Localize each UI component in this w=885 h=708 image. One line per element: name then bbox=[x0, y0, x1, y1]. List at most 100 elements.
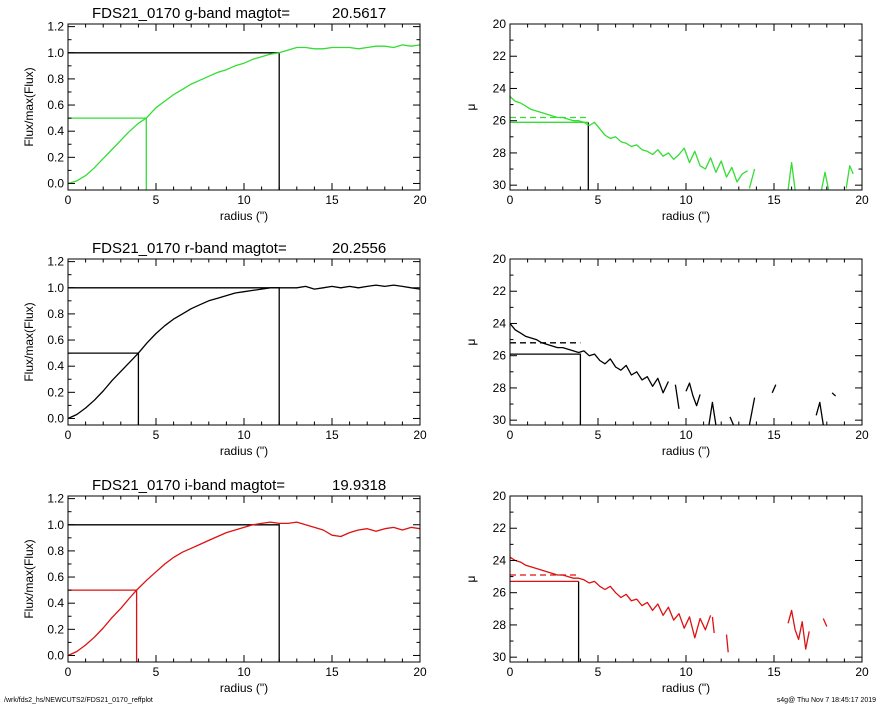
y-tick-label: 22 bbox=[493, 284, 507, 298]
x-tick-label: 0 bbox=[65, 193, 72, 207]
series-line bbox=[68, 44, 420, 185]
y-tick-label: 30 bbox=[493, 650, 507, 664]
y-tick-label: 30 bbox=[493, 413, 507, 427]
y-tick-label: 0.4 bbox=[47, 596, 64, 610]
y-tick-label: 1.2 bbox=[47, 255, 64, 269]
panel-surface-brightness-i: 0 5 10 15 20 20 22 24 26 28 30 radius (") μ bbox=[464, 489, 869, 695]
y-tick-label: 0.6 bbox=[47, 570, 64, 584]
panel-surface-brightness-g: 0 5 10 15 20 20 22 24 26 28 30 radius (") μ bbox=[464, 17, 869, 223]
y-tick-label: 26 bbox=[493, 349, 507, 363]
y-axis-label: μ bbox=[464, 338, 478, 345]
x-tick-label: 0 bbox=[65, 665, 72, 679]
y-tick-label: 1.2 bbox=[47, 20, 64, 34]
x-tick-label: 20 bbox=[413, 193, 427, 207]
y-tick-label: 24 bbox=[493, 553, 507, 567]
x-tick-label: 5 bbox=[595, 428, 602, 442]
y-tick-label: 30 bbox=[493, 178, 507, 192]
x-tick-label: 15 bbox=[767, 193, 781, 207]
reference-line bbox=[510, 353, 582, 425]
y-tick-label: 0.4 bbox=[47, 359, 64, 373]
y-tick-label: 22 bbox=[493, 521, 507, 535]
x-tick-label: 10 bbox=[237, 665, 251, 679]
x-tick-label: 5 bbox=[595, 665, 602, 679]
y-axis-label: Flux/max(Flux) bbox=[22, 302, 36, 381]
series-line bbox=[68, 284, 420, 420]
x-tick-label: 10 bbox=[237, 193, 251, 207]
chart-title: FDS21_0170 i-band magtot= bbox=[92, 477, 285, 494]
series-line bbox=[831, 392, 837, 397]
series-line bbox=[711, 616, 715, 634]
x-axis-label: radius (") bbox=[662, 444, 710, 458]
x-tick-label: 20 bbox=[855, 428, 869, 442]
magtot-value: 20.5617 bbox=[332, 5, 386, 22]
x-axis-label: radius (") bbox=[220, 444, 268, 458]
y-tick-label: 0.0 bbox=[47, 648, 64, 662]
panel-surface-brightness-r: 0 5 10 15 20 20 22 24 26 28 30 radius (") μ bbox=[464, 252, 869, 458]
x-tick-label: 0 bbox=[507, 665, 514, 679]
y-tick-label: 0.2 bbox=[47, 150, 64, 164]
y-tick-label: 0.2 bbox=[47, 385, 64, 399]
series-line bbox=[787, 161, 796, 190]
series-line bbox=[510, 323, 669, 394]
y-axis-label: μ bbox=[464, 575, 478, 582]
plot-frame bbox=[67, 23, 421, 191]
y-tick-label: 1.2 bbox=[47, 492, 64, 506]
x-tick-label: 20 bbox=[855, 665, 869, 679]
y-tick-label: 0.8 bbox=[47, 544, 64, 558]
x-tick-label: 15 bbox=[325, 193, 339, 207]
y-tick-label: 1.0 bbox=[47, 281, 64, 295]
series-line bbox=[748, 168, 756, 189]
x-axis-label: radius (") bbox=[662, 209, 710, 223]
series-line bbox=[815, 401, 824, 425]
panel-growth-curve-g: 0 5 10 15 20 0.0 0.2 0.4 0.6 0.8 1.0 1.2 radius (") F… bbox=[22, 5, 427, 223]
y-tick-label: 28 bbox=[493, 146, 507, 160]
x-tick-label: 15 bbox=[325, 428, 339, 442]
series-line bbox=[510, 96, 748, 183]
y-tick-label: 28 bbox=[493, 381, 507, 395]
x-tick-label: 20 bbox=[413, 665, 427, 679]
footer-timestamp: s4g@ Thu Nov 7 18:45:17 2019 bbox=[776, 697, 876, 704]
y-tick-label: 1.0 bbox=[47, 46, 64, 60]
series-line bbox=[748, 397, 756, 425]
series-line bbox=[685, 382, 701, 407]
y-tick-label: 28 bbox=[493, 618, 507, 632]
y-tick-label: 0.0 bbox=[47, 176, 64, 190]
series-line bbox=[729, 416, 735, 425]
y-tick-label: 24 bbox=[493, 316, 507, 330]
x-tick-label: 0 bbox=[507, 193, 514, 207]
y-tick-label: 0.8 bbox=[47, 307, 64, 321]
reference-line bbox=[68, 287, 280, 425]
x-tick-label: 10 bbox=[679, 665, 693, 679]
y-tick-label: 0.6 bbox=[47, 333, 64, 347]
series-line bbox=[510, 556, 712, 639]
x-axis-label: radius (") bbox=[662, 681, 710, 695]
y-tick-label: 24 bbox=[493, 81, 507, 95]
y-tick-label: 0.4 bbox=[47, 124, 64, 138]
chart-title: FDS21_0170 r-band magtot= bbox=[92, 240, 287, 257]
reference-line bbox=[68, 52, 280, 190]
series-line bbox=[725, 634, 729, 653]
y-tick-label: 1.0 bbox=[47, 518, 64, 532]
series-line bbox=[674, 384, 680, 409]
series-line bbox=[787, 609, 810, 650]
series-line bbox=[820, 171, 830, 190]
x-tick-label: 10 bbox=[679, 428, 693, 442]
x-tick-label: 20 bbox=[855, 193, 869, 207]
x-tick-label: 15 bbox=[767, 665, 781, 679]
magtot-value: 19.9318 bbox=[332, 477, 386, 494]
plot-frame bbox=[67, 258, 421, 426]
x-tick-label: 10 bbox=[679, 193, 693, 207]
x-tick-label: 10 bbox=[237, 428, 251, 442]
x-tick-label: 0 bbox=[507, 428, 514, 442]
y-tick-label: 26 bbox=[493, 114, 507, 128]
y-tick-label: 20 bbox=[493, 252, 507, 266]
reference-line bbox=[68, 524, 280, 662]
series-line bbox=[845, 165, 854, 189]
y-tick-label: 26 bbox=[493, 586, 507, 600]
x-tick-label: 5 bbox=[153, 665, 160, 679]
y-axis-label: Flux/max(Flux) bbox=[22, 67, 36, 146]
x-axis-label: radius (") bbox=[220, 681, 268, 695]
y-tick-label: 0.0 bbox=[47, 411, 64, 425]
x-axis-label: radius (") bbox=[220, 209, 268, 223]
